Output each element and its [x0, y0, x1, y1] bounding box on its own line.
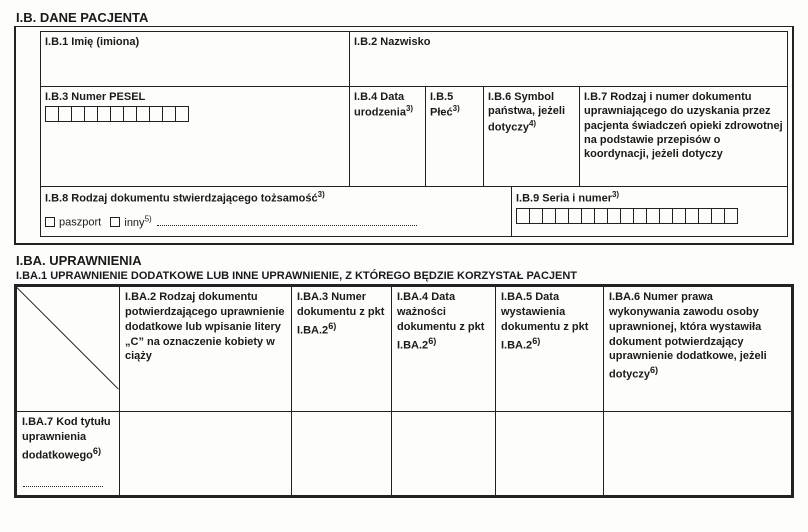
cell-b9: I.B.9 Seria i numer3)	[512, 187, 788, 237]
section-b-table: I.B.1 Imię (imiona) I.B.2 Nazwisko I.B.3…	[14, 27, 794, 245]
label-b1: I.B.1 Imię (imiona)	[45, 35, 345, 49]
b8-options: paszport inny5)	[45, 214, 507, 229]
ba4-value[interactable]	[392, 412, 496, 496]
label-ba2: I.BA.2 Rodzaj dokumentu potwierdzającego…	[120, 286, 292, 412]
cell-b5: I.B.5 Płeć3)	[426, 87, 484, 187]
label-b7: I.B.7 Rodzaj i numer dokumentu uprawniaj…	[584, 90, 783, 161]
label-b2: I.B.2 Nazwisko	[354, 35, 783, 49]
cell-b4: I.B.4 Data urodzenia3)	[350, 87, 426, 187]
label-b5: I.B.5 Płeć3)	[430, 90, 479, 120]
label-inny: inny5)	[124, 217, 151, 229]
ba-header-row: I.BA.2 Rodzaj dokumentu potwierdzającego…	[16, 286, 792, 412]
ba-diag-cell	[16, 286, 120, 412]
checkbox-inny[interactable]	[110, 217, 120, 227]
ba2-value[interactable]	[120, 412, 292, 496]
ba-data-row: I.BA.7 Kod tytułu uprawnienia dodatkoweg…	[16, 412, 792, 496]
serial-boxes[interactable]	[516, 208, 783, 224]
ba3-value[interactable]	[292, 412, 392, 496]
row-b3-b7: I.B.3 Numer PESEL I.B.4 Data urodzenia3)…	[40, 87, 788, 187]
section-b-title: I.B. DANE PACJENTA	[14, 8, 794, 27]
cell-b6: I.B.6 Symbol państwa, jeżeli dotyczy4)	[484, 87, 580, 187]
checkbox-paszport[interactable]	[45, 217, 55, 227]
label-b8: I.B.8 Rodzaj dokumentu stwierdzającego t…	[45, 190, 507, 206]
ba5-value[interactable]	[496, 412, 604, 496]
cell-b1: I.B.1 Imię (imiona)	[40, 31, 350, 87]
cell-b3: I.B.3 Numer PESEL	[40, 87, 350, 187]
label-b9: I.B.9 Seria i numer3)	[516, 190, 783, 206]
label-ba6: I.BA.6 Numer prawa wykonywania zawodu os…	[604, 286, 792, 412]
section-ba-subtitle: I.BA.1 UPRAWNIENIE DODATKOWE LUB INNE UP…	[14, 268, 794, 284]
cell-b8: I.B.8 Rodzaj dokumentu stwierdzającego t…	[40, 187, 512, 237]
row-b8-b9: I.B.8 Rodzaj dokumentu stwierdzającego t…	[40, 187, 788, 237]
section-ba-title: I.BA. UPRAWNIENIA	[14, 251, 794, 268]
cell-b2: I.B.2 Nazwisko	[350, 31, 788, 87]
row-b1-b2: I.B.1 Imię (imiona) I.B.2 Nazwisko	[40, 31, 788, 87]
ba7-fill-line[interactable]	[23, 477, 103, 487]
section-ba-table: I.BA.2 Rodzaj dokumentu potwierdzającego…	[14, 284, 794, 498]
cell-b7: I.B.7 Rodzaj i numer dokumentu uprawniaj…	[580, 87, 788, 187]
label-ba7: I.BA.7 Kod tytułu uprawnienia dodatkoweg…	[16, 412, 120, 496]
label-ba4: I.BA.4 Data ważności dokumentu z pkt I.B…	[392, 286, 496, 412]
pesel-boxes[interactable]	[45, 106, 345, 122]
inny-fill-line[interactable]	[157, 216, 417, 226]
label-b6: I.B.6 Symbol państwa, jeżeli dotyczy4)	[488, 90, 575, 135]
label-paszport: paszport	[59, 217, 101, 229]
label-ba3: I.BA.3 Numer dokumentu z pkt I.BA.26)	[292, 286, 392, 412]
label-b4: I.B.4 Data urodzenia3)	[354, 90, 421, 120]
label-b3: I.B.3 Numer PESEL	[45, 90, 345, 104]
ba6-value[interactable]	[604, 412, 792, 496]
label-ba5: I.BA.5 Data wystawienia dokumentu z pkt …	[496, 286, 604, 412]
